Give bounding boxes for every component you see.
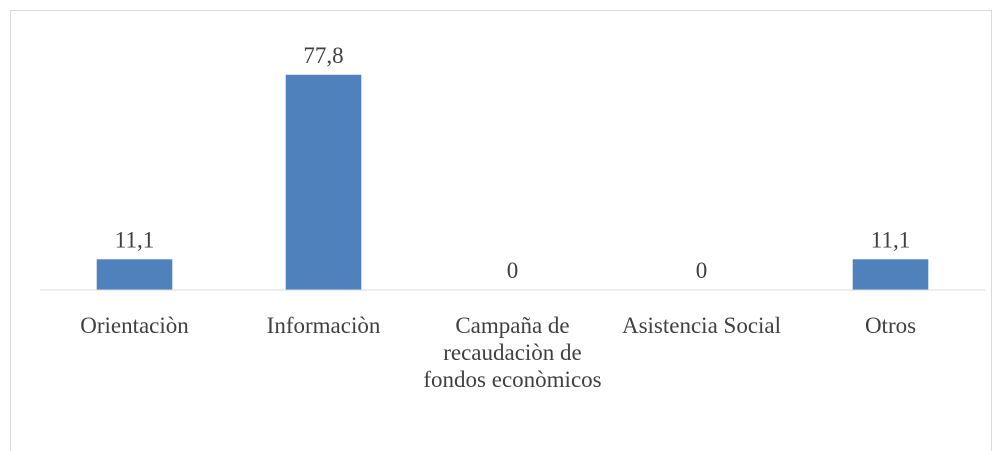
bar (285, 74, 362, 291)
bar (96, 259, 173, 290)
x-tick-label: Orientaciòn (80, 313, 189, 338)
chart-border (10, 10, 992, 451)
x-tick-label: Campaña de recaudaciòn de fondos econòmi… (423, 313, 602, 392)
bar (852, 259, 929, 290)
data-label: 0 (696, 258, 708, 283)
x-tick-label: Asistencia Social (621, 313, 782, 338)
data-label: 0 (507, 258, 519, 283)
x-tick-label: Otros (864, 313, 917, 338)
data-label: 11,1 (871, 227, 910, 252)
x-tick-label: Informaciòn (266, 313, 381, 338)
data-label: 11,1 (115, 227, 154, 252)
data-label: 77,8 (303, 43, 343, 68)
